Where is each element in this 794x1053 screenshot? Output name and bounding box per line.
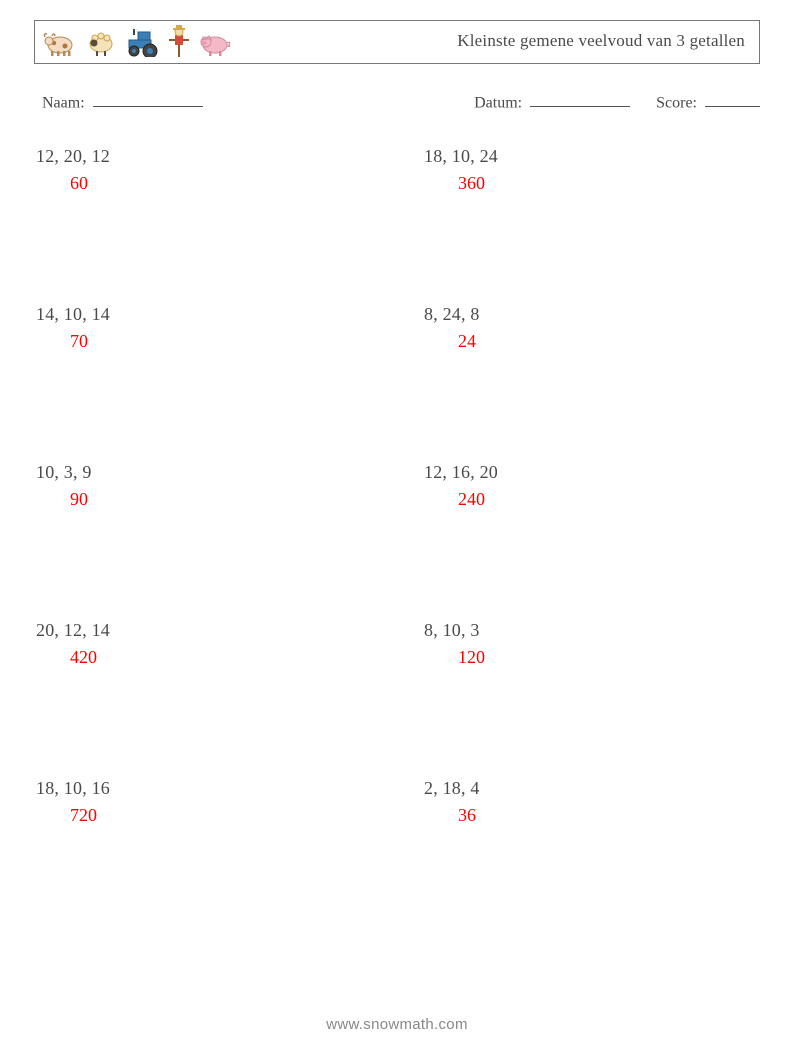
header-box: Kleinste gemene veelvoud van 3 getallen [34, 20, 760, 64]
tractor-icon [125, 27, 159, 57]
scarecrow-icon [167, 25, 191, 59]
problem-cell: 14, 10, 14 70 [36, 304, 396, 352]
cow-icon [43, 27, 77, 57]
pig-icon [199, 27, 231, 57]
problem-answer: 240 [424, 489, 756, 510]
footer-link: www.snowmath.com [0, 1016, 794, 1033]
problem-numbers: 8, 24, 8 [424, 304, 756, 325]
score-label: Score: [656, 94, 697, 111]
problem-row: 20, 12, 14 420 8, 10, 3 120 [36, 620, 756, 668]
problem-answer: 90 [36, 489, 396, 510]
problem-answer: 720 [36, 805, 396, 826]
problem-answer: 60 [36, 173, 396, 194]
icon-row [43, 25, 231, 59]
problem-numbers: 20, 12, 14 [36, 620, 396, 641]
problem-row: 12, 20, 12 60 18, 10, 24 360 [36, 146, 756, 194]
problem-row: 14, 10, 14 70 8, 24, 8 24 [36, 304, 756, 352]
problem-cell: 12, 20, 12 60 [36, 146, 396, 194]
score-blank[interactable] [705, 92, 760, 107]
problem-answer: 420 [36, 647, 396, 668]
problem-cell: 18, 10, 24 360 [396, 146, 756, 194]
problem-answer: 120 [424, 647, 756, 668]
name-blank[interactable] [93, 92, 203, 107]
problem-row: 10, 3, 9 90 12, 16, 20 240 [36, 462, 756, 510]
problems-grid: 12, 20, 12 60 18, 10, 24 360 14, 10, 14 … [36, 146, 756, 826]
problem-answer: 360 [424, 173, 756, 194]
date-label: Datum: [474, 94, 522, 111]
problem-cell: 10, 3, 9 90 [36, 462, 396, 510]
problem-cell: 2, 18, 4 36 [396, 778, 756, 826]
problem-numbers: 18, 10, 16 [36, 778, 396, 799]
problem-numbers: 10, 3, 9 [36, 462, 396, 483]
problem-cell: 8, 24, 8 24 [396, 304, 756, 352]
worksheet-title: Kleinste gemene veelvoud van 3 getallen [457, 31, 745, 51]
problem-numbers: 12, 20, 12 [36, 146, 396, 167]
problem-cell: 18, 10, 16 720 [36, 778, 396, 826]
problem-numbers: 18, 10, 24 [424, 146, 756, 167]
problem-cell: 8, 10, 3 120 [396, 620, 756, 668]
problem-numbers: 14, 10, 14 [36, 304, 396, 325]
name-label: Naam: [42, 94, 85, 111]
date-blank[interactable] [530, 92, 630, 107]
problem-numbers: 8, 10, 3 [424, 620, 756, 641]
problem-answer: 36 [424, 805, 756, 826]
problem-numbers: 12, 16, 20 [424, 462, 756, 483]
problem-cell: 20, 12, 14 420 [36, 620, 396, 668]
problem-row: 18, 10, 16 720 2, 18, 4 36 [36, 778, 756, 826]
problem-cell: 12, 16, 20 240 [396, 462, 756, 510]
problem-numbers: 2, 18, 4 [424, 778, 756, 799]
problem-answer: 24 [424, 331, 756, 352]
worksheet-page: Kleinste gemene veelvoud van 3 getallen … [0, 0, 794, 1053]
problem-answer: 70 [36, 331, 396, 352]
sheep-icon [85, 27, 117, 57]
